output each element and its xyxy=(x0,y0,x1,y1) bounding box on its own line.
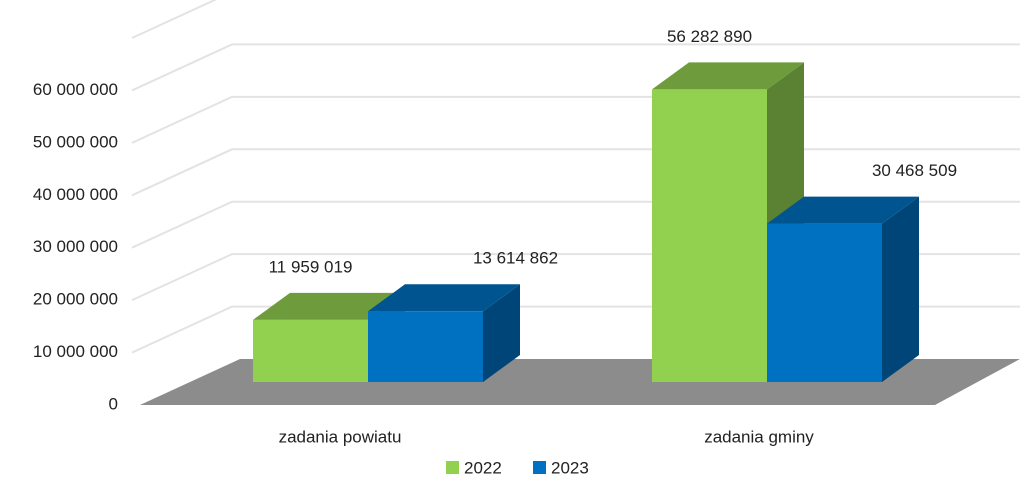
bar-side xyxy=(483,284,520,382)
y-tick-label: 60 000 000 xyxy=(33,80,118,99)
bar xyxy=(767,196,919,382)
bar-front xyxy=(253,319,368,382)
bar-top xyxy=(652,62,804,90)
x-tick-label: zadania powiatu xyxy=(279,427,402,446)
data-label: 30 468 509 xyxy=(872,161,957,180)
data-label: 56 282 890 xyxy=(667,27,752,46)
y-tick-label: 50 000 000 xyxy=(33,132,118,151)
y-tick-label: 30 000 000 xyxy=(33,237,118,256)
legend-label: 2022 xyxy=(464,458,502,477)
y-tick-label: 20 000 000 xyxy=(33,290,118,309)
x-tick-label: zadania gminy xyxy=(704,427,814,446)
grid-line xyxy=(131,43,1020,92)
y-tick-label: 0 xyxy=(109,394,118,413)
bar-top xyxy=(368,284,520,312)
legend-label: 2023 xyxy=(551,458,589,477)
legend-swatch xyxy=(533,461,546,474)
bar xyxy=(368,284,520,382)
grid-line xyxy=(131,95,1020,144)
bar-front xyxy=(652,89,767,382)
bar-front xyxy=(368,311,483,382)
data-label: 11 959 019 xyxy=(269,257,353,276)
data-label: 13 614 862 xyxy=(473,249,558,268)
bar-side xyxy=(882,196,919,382)
y-tick-label: 10 000 000 xyxy=(33,342,118,361)
bar-top xyxy=(253,292,405,320)
legend-swatch xyxy=(446,461,459,474)
grid-line xyxy=(131,0,218,39)
bar-top xyxy=(767,196,919,224)
y-tick-label: 40 000 000 xyxy=(33,185,118,204)
bar-front xyxy=(767,223,882,382)
